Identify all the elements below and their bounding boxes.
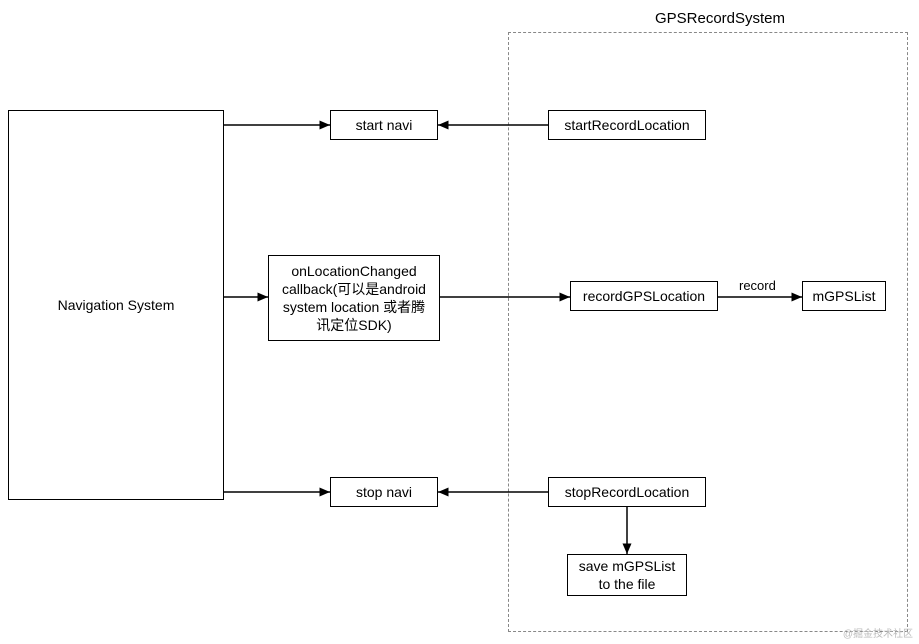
node-save-mgpslist: save mGPSList to the file: [567, 554, 687, 596]
watermark: @掘金技术社区: [843, 625, 913, 640]
gps-record-system-label: GPSRecordSystem: [630, 10, 810, 27]
node-navigation-system: Navigation System: [8, 110, 224, 500]
node-record-gps-location: recordGPSLocation: [570, 281, 718, 311]
node-stop-navi: stop navi: [330, 477, 438, 507]
node-on-location-changed: onLocationChanged callback(可以是android sy…: [268, 255, 440, 341]
edge-label-record: record: [739, 278, 776, 293]
node-start-record-location: startRecordLocation: [548, 110, 706, 140]
node-start-navi: start navi: [330, 110, 438, 140]
node-stop-record-location: stopRecordLocation: [548, 477, 706, 507]
node-mgpslist: mGPSList: [802, 281, 886, 311]
